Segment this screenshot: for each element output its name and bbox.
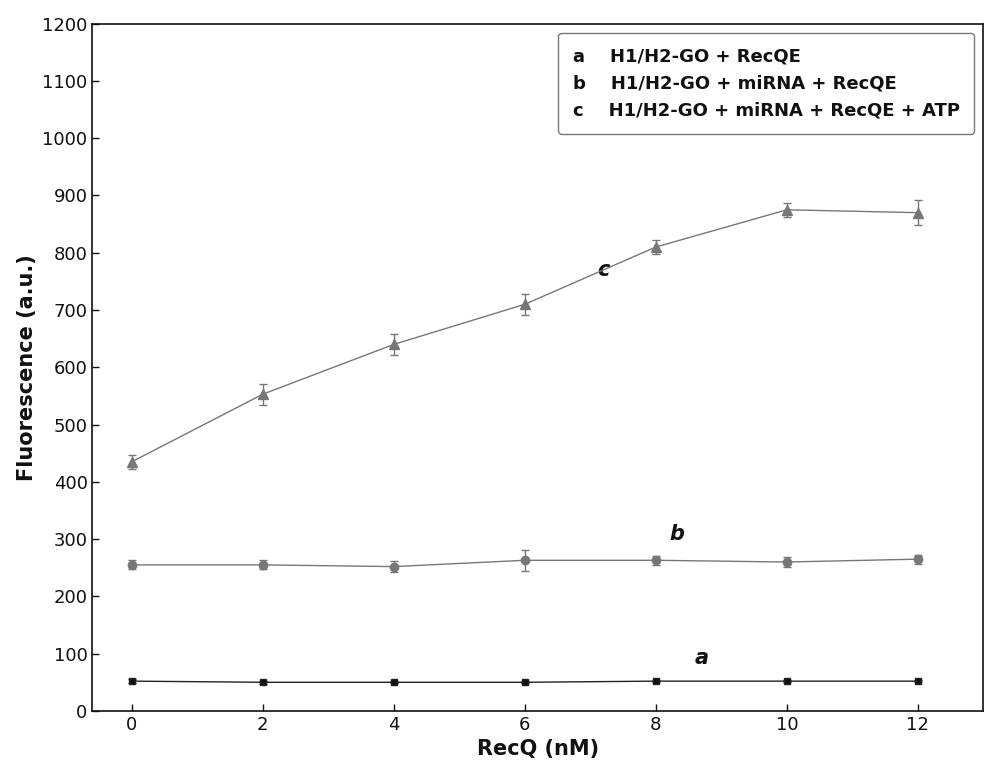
X-axis label: RecQ (nM): RecQ (nM) xyxy=(477,740,599,760)
Text: a: a xyxy=(695,648,709,668)
Legend: a    H1/H2-GO + RecQE, b    H1/H2-GO + miRNA + RecQE, c    H1/H2-GO + miRNA + Re: a H1/H2-GO + RecQE, b H1/H2-GO + miRNA +… xyxy=(558,33,974,133)
Y-axis label: Fluorescence (a.u.): Fluorescence (a.u.) xyxy=(17,254,37,480)
Text: c: c xyxy=(597,260,609,279)
Text: b: b xyxy=(669,525,684,544)
